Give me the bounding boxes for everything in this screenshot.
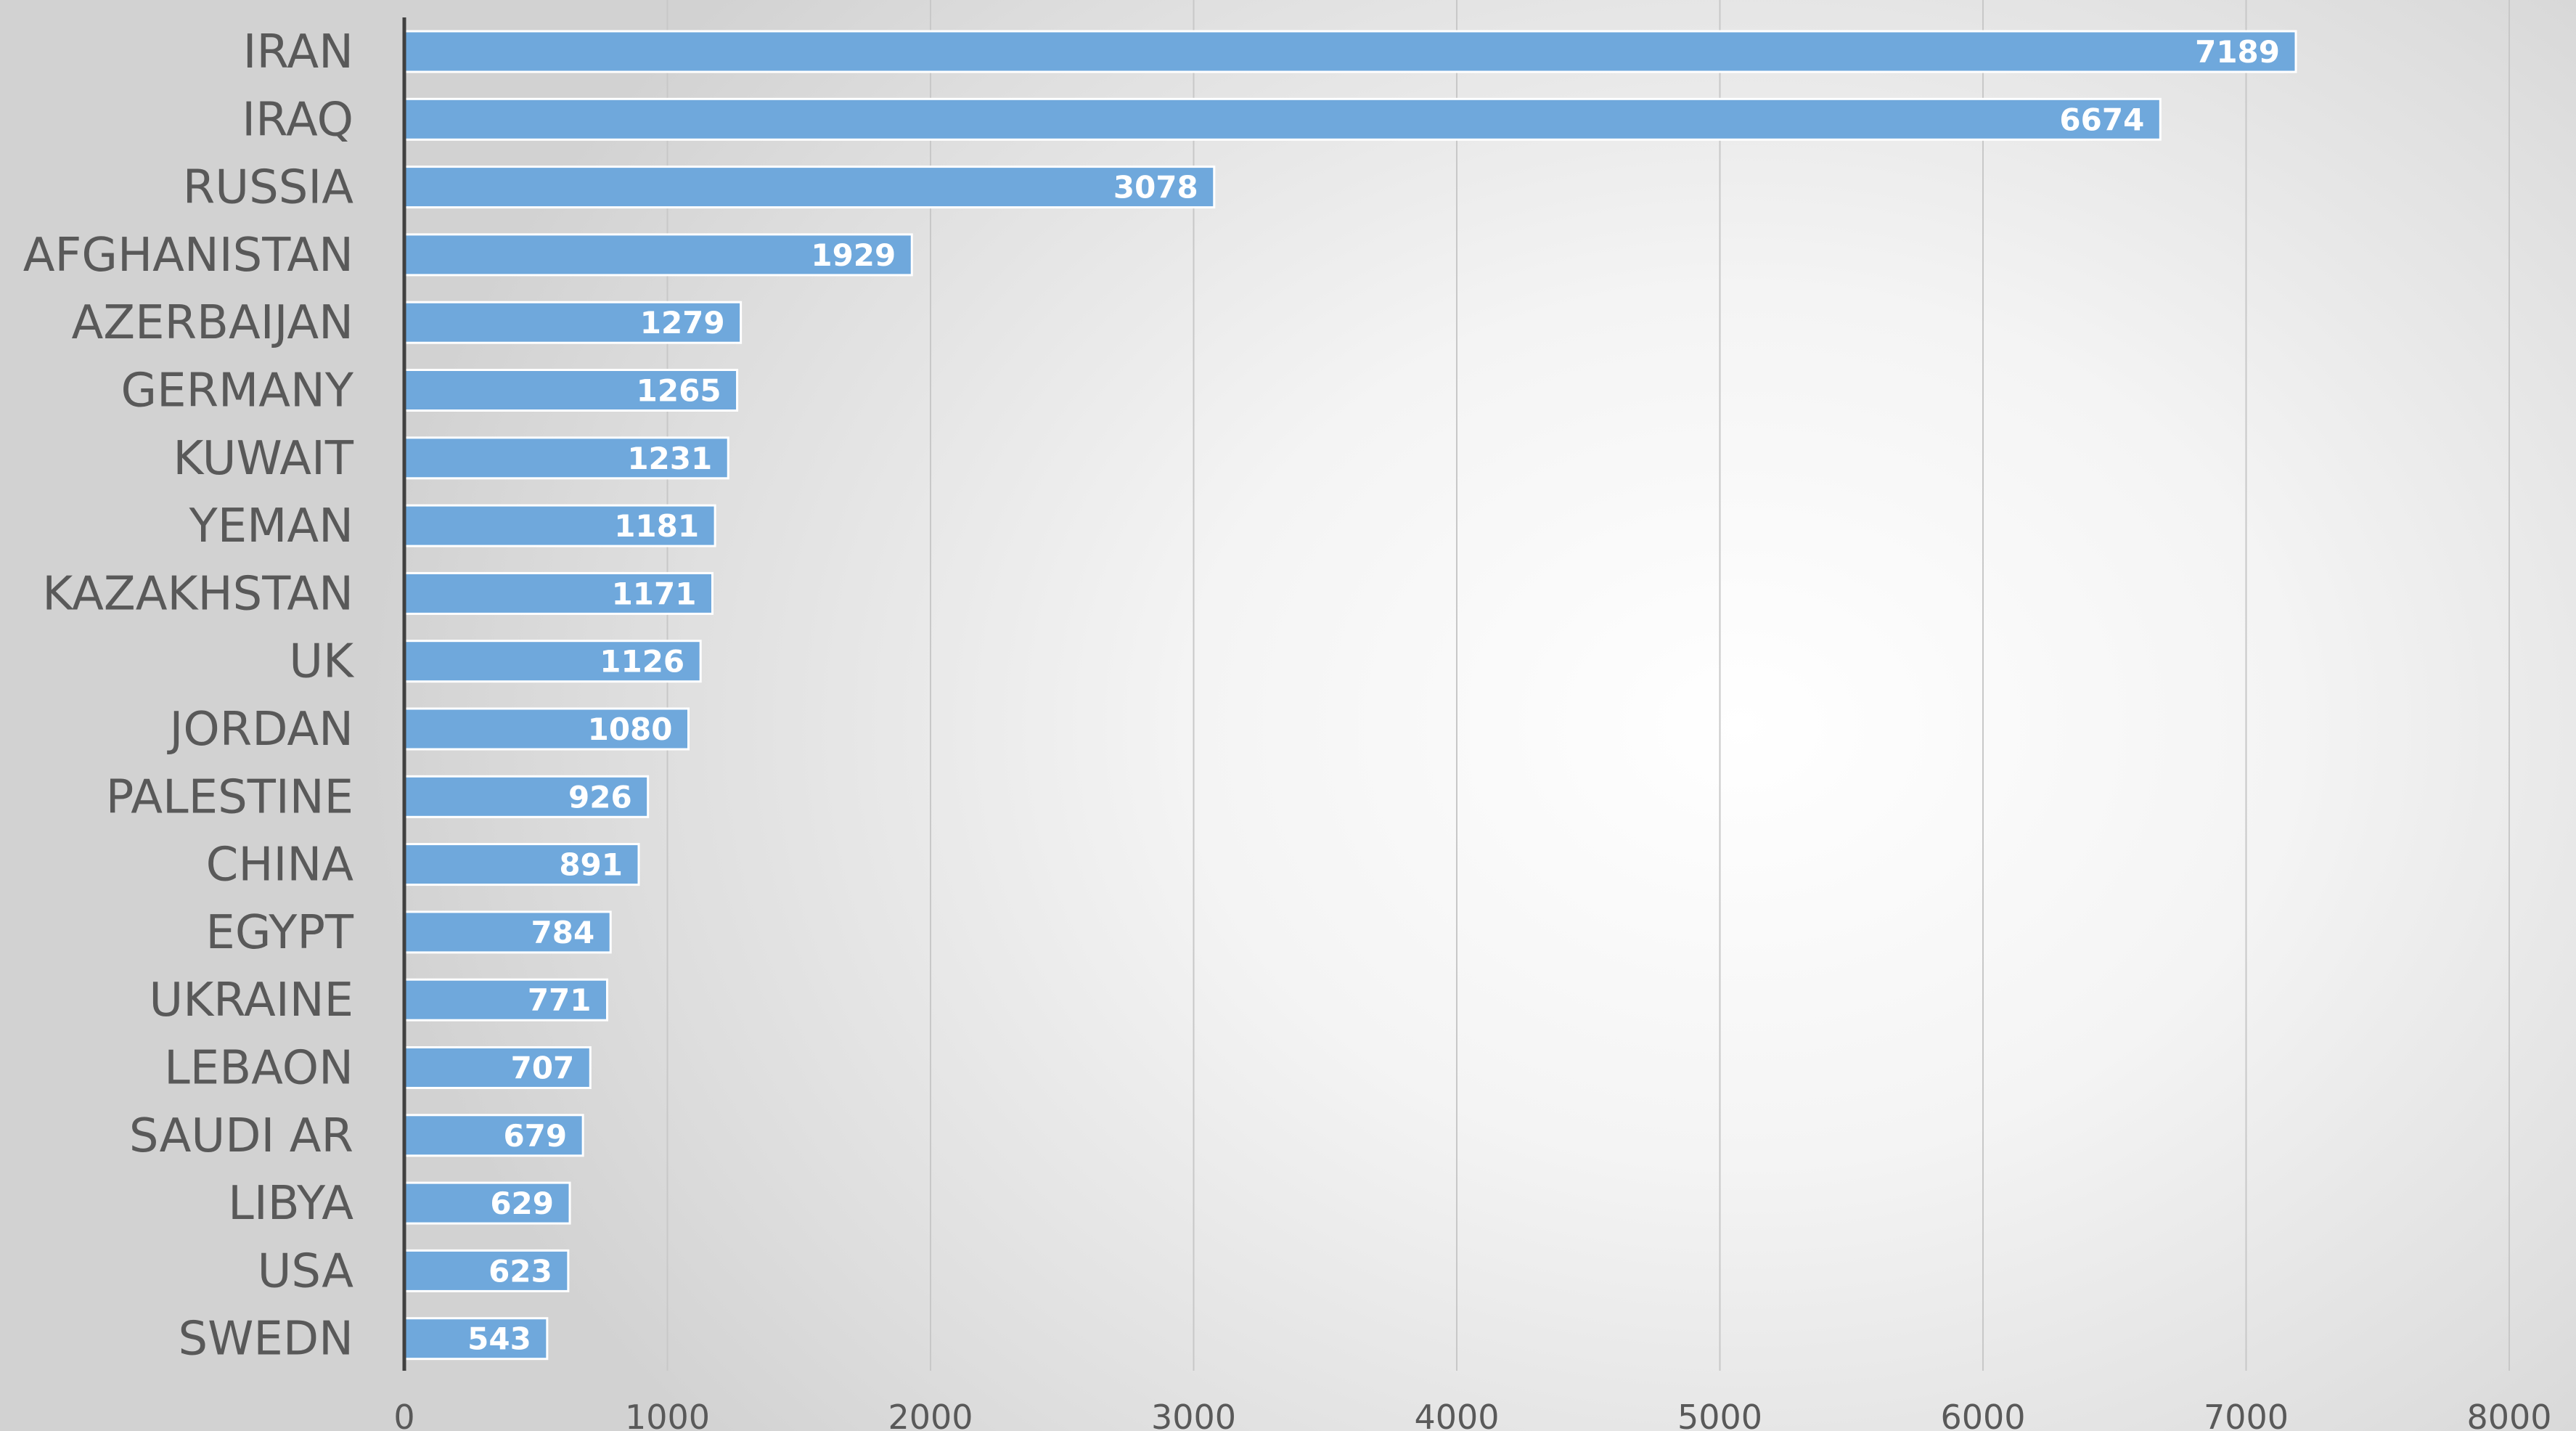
x-tick-label: 2000 xyxy=(888,1398,973,1431)
category-label: KUWAIT xyxy=(173,432,354,486)
category-label: PALESTINE xyxy=(106,770,353,824)
bar xyxy=(403,166,1216,209)
data-label: 623 xyxy=(488,1253,552,1289)
data-label: 1080 xyxy=(588,712,673,747)
x-tick-label: 3000 xyxy=(1151,1398,1236,1431)
data-label: 543 xyxy=(467,1321,531,1357)
bar xyxy=(403,843,640,886)
data-label: 629 xyxy=(490,1186,554,1221)
x-tick-label: 1000 xyxy=(625,1398,710,1431)
x-tick-label: 0 xyxy=(393,1398,414,1431)
bar xyxy=(403,1181,571,1225)
data-label: 891 xyxy=(559,847,623,883)
bar xyxy=(403,1249,570,1292)
data-label: 1929 xyxy=(811,237,896,273)
category-labels: IRAN IRAQ RUSSIA AFGHANISTAN AZERBAIJAN GERMA… xyxy=(23,25,355,1366)
bar xyxy=(403,504,716,547)
category-label: EGYPT xyxy=(205,906,354,960)
category-label: USA xyxy=(258,1244,354,1298)
bar xyxy=(403,910,612,954)
data-label: 926 xyxy=(568,779,632,815)
category-label: SAUDI AR xyxy=(129,1109,353,1163)
bar xyxy=(403,301,743,344)
bar xyxy=(403,30,2297,73)
x-tick-label: 5000 xyxy=(1677,1398,1762,1431)
category-label: YEMAN xyxy=(189,500,353,553)
bar xyxy=(403,775,650,818)
category-label: AZERBAIJAN xyxy=(72,296,354,350)
category-label: AFGHANISTAN xyxy=(23,229,353,282)
bar xyxy=(403,97,2162,141)
bar xyxy=(403,978,608,1022)
gridlines xyxy=(666,0,2510,1371)
x-axis-tick-labels: 0 1000 2000 3000 4000 5000 6000 7000 8000 xyxy=(393,1398,2551,1431)
bar xyxy=(403,571,713,615)
category-label: JORDAN xyxy=(166,703,353,757)
x-tick-label: 6000 xyxy=(1940,1398,2025,1431)
data-label: 1279 xyxy=(640,305,725,341)
data-label: 707 xyxy=(511,1051,575,1086)
data-label: 6674 xyxy=(2059,102,2144,137)
bar xyxy=(403,1114,584,1157)
category-label: RUSSIA xyxy=(183,161,353,215)
data-label: 1265 xyxy=(637,373,721,409)
category-label: UK xyxy=(289,635,355,689)
category-label: UKRAINE xyxy=(149,974,353,1027)
category-label: SWEDN xyxy=(179,1313,354,1366)
x-tick-label: 7000 xyxy=(2204,1398,2289,1431)
data-label: 771 xyxy=(528,982,592,1018)
category-label: LEBAON xyxy=(164,1042,353,1096)
bar xyxy=(403,1317,549,1361)
category-label: IRAN xyxy=(243,25,353,79)
data-label: 784 xyxy=(531,915,595,950)
data-label: 3078 xyxy=(1113,170,1198,205)
bar xyxy=(403,369,739,412)
bar xyxy=(403,640,702,683)
data-label: 1231 xyxy=(627,441,712,476)
data-label: 1126 xyxy=(600,644,684,680)
bar xyxy=(403,707,690,751)
category-label: LIBYA xyxy=(228,1177,353,1231)
bars: 7189 6674 3078 1929 1279 1265 1231 1181 1171 1126… xyxy=(403,30,2297,1361)
category-label: KAZAKHSTAN xyxy=(42,567,353,621)
x-tick-label: 4000 xyxy=(1414,1398,1499,1431)
data-label: 1171 xyxy=(612,576,697,611)
data-label: 679 xyxy=(503,1118,567,1154)
category-label: GERMANY xyxy=(121,364,354,418)
bar xyxy=(403,436,729,480)
category-label: IRAQ xyxy=(242,93,353,147)
data-label: 1181 xyxy=(614,508,699,544)
x-tick-label: 8000 xyxy=(2466,1398,2551,1431)
data-label: 7189 xyxy=(2195,34,2280,70)
category-label: CHINA xyxy=(206,839,354,892)
